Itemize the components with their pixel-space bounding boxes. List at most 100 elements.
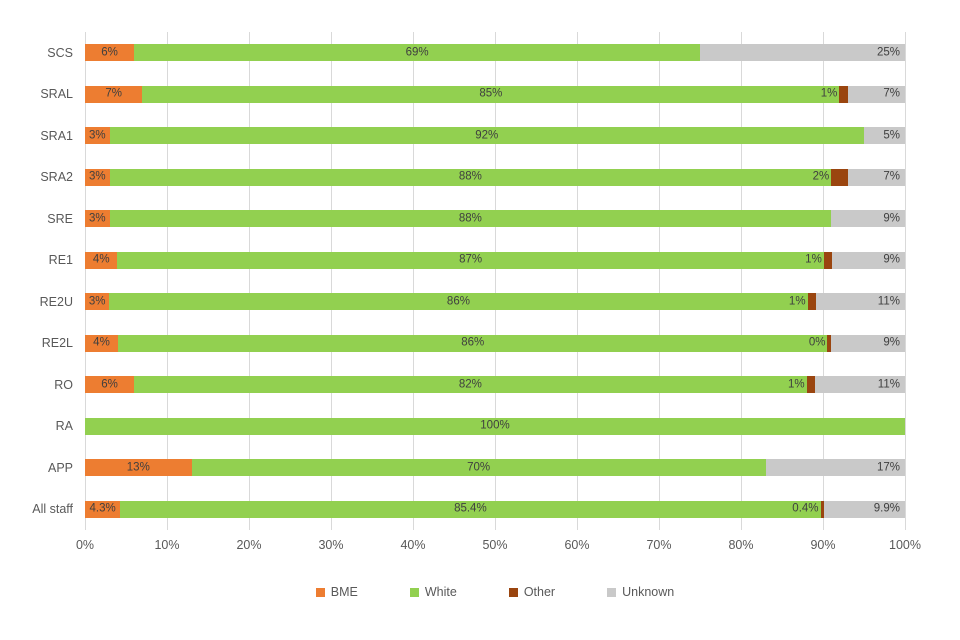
white-value-label: 69% [405, 46, 429, 58]
unknown-value-label: 17% [876, 461, 900, 473]
gridline [577, 32, 578, 530]
bme-value-label: 3% [88, 212, 106, 224]
segment-white: 85% [142, 85, 840, 103]
segment-other: 0.4% [792, 500, 824, 518]
category-label: RA [55, 419, 73, 434]
legend-label: Other [523, 585, 556, 599]
segment-bme: 3% [85, 293, 110, 311]
segment-unknown: 9% [830, 334, 905, 352]
category-label: SRA1 [40, 128, 73, 143]
category-label: SCS [47, 45, 73, 60]
segment-white: 86% [109, 293, 808, 311]
other-value-label: 0% [808, 336, 826, 349]
unknown-value-label: 5% [883, 129, 900, 141]
bme-value-label: 4% [93, 336, 110, 349]
segment-other: 1% [821, 85, 848, 103]
bme-value-label: 6% [101, 46, 118, 58]
x-tick-label: 70% [646, 538, 672, 552]
x-tick-label: 0% [75, 538, 95, 552]
segment-white: 100% [85, 417, 905, 435]
bme-value-label: 6% [101, 378, 118, 390]
other-value-label: 1% [788, 295, 806, 307]
segment-unknown: 7% [847, 85, 905, 103]
legend-label: BME [330, 585, 358, 599]
bar-row-scs: SCS 6% 69% 25% [47, 32, 905, 74]
unknown-value-label: 7% [883, 87, 900, 100]
gridline [331, 32, 332, 530]
x-tick-label: 40% [400, 538, 426, 552]
unknown-value-label: 9% [883, 212, 900, 224]
category-label: RO [54, 377, 73, 392]
legend-label: White [424, 585, 457, 599]
x-tick-label: 90% [810, 538, 836, 552]
segment-bme: 6% [85, 376, 135, 394]
white-value-label: 86% [461, 336, 485, 349]
x-tick-label: 10% [154, 538, 180, 552]
white-value-label: 70% [467, 461, 491, 473]
unknown-value-label: 9% [883, 253, 900, 266]
plot-area: SCS 6% 69% 25% SRAL 7% 85% 1% 7% SRA1 3% 92% 5% SRA2 3… [32, 32, 906, 531]
unknown-value-label: 11% [877, 295, 900, 307]
legend-label: Unknown [622, 585, 675, 599]
segment-unknown: 9.9% [823, 500, 905, 518]
segment-bme: 6% [85, 44, 135, 62]
other-value-label: 1% [820, 87, 838, 100]
segment-other: 1% [788, 376, 815, 394]
white-value-label: 82% [458, 378, 482, 390]
unknown-value-label: 11% [877, 378, 900, 390]
bar-row-all-staff: All staff 4.3% 85.4% 0.4% 9.9% [32, 489, 905, 531]
bme-value-label: 4.3% [89, 502, 116, 515]
x-tick-label: 80% [728, 538, 754, 552]
unknown-value-label: 25% [876, 46, 900, 58]
segment-unknown: 25% [699, 44, 905, 62]
other-value-label: 1% [787, 378, 805, 390]
x-tick-label: 100% [889, 538, 921, 552]
bar-track: 3% 88% 2% 7% [85, 168, 905, 186]
segment-unknown: 9% [831, 251, 905, 269]
white-value-label: 88% [458, 170, 482, 183]
segment-white: 82% [134, 376, 807, 394]
white-value-label: 88% [458, 212, 482, 224]
bar-track: 100% [85, 417, 905, 435]
x-tick-label: 30% [318, 538, 344, 552]
legend-item-unknown: Unknown [607, 585, 674, 599]
bar-row-ra: RA 100% [56, 406, 905, 448]
bar-row-app: APP 13% 70% 17% [48, 447, 905, 489]
x-tick-label: 20% [236, 538, 262, 552]
bar-track: 4% 86% 0% 9% [85, 334, 905, 352]
gridline [823, 32, 824, 530]
white-value-label: 87% [459, 253, 483, 266]
segment-white: 86% [117, 334, 828, 352]
category-label: All staff [32, 502, 73, 517]
legend-swatch-other [508, 587, 518, 597]
segment-unknown: 11% [814, 376, 905, 394]
bar-track: 13% 70% 17% [85, 459, 905, 477]
legend-swatch-white [409, 587, 419, 597]
white-value-label: 85.4% [454, 502, 487, 515]
segment-bme: 3% [85, 127, 110, 145]
bar-track: 3% 92% 5% [85, 127, 905, 145]
category-label: RE2U [39, 294, 73, 309]
bar-row-re2u: RE2U 3% 86% 1% 11% [40, 281, 905, 323]
unknown-value-label: 9% [883, 336, 900, 349]
bar-row-ro: RO 6% 82% 1% 11% [54, 364, 905, 406]
unknown-value-label: 7% [883, 170, 900, 183]
other-value-label: 0.4% [792, 502, 819, 515]
segment-white: 69% [134, 44, 700, 62]
bar-track: 3% 86% 1% 11% [85, 293, 905, 311]
segment-white: 92% [109, 127, 864, 145]
segment-white: 70% [191, 459, 766, 477]
bar-row-sre: SRE 3% 88% 9% [47, 198, 905, 240]
segment-unknown: 11% [815, 293, 905, 311]
category-label: SRAL [40, 87, 73, 102]
segment-white: 88% [109, 210, 832, 228]
bme-value-label: 3% [88, 170, 106, 183]
gridline [167, 32, 168, 530]
gridline [659, 32, 660, 530]
bar-rows: SCS 6% 69% 25% SRAL 7% 85% 1% 7% SRA1 3% 92% 5% SRA2 3… [32, 32, 905, 531]
gridline [495, 32, 496, 530]
segment-bme: 4.3% [85, 500, 121, 518]
gridline [905, 32, 906, 530]
white-value-label: 86% [446, 295, 470, 307]
legend-item-white: White [409, 585, 457, 599]
